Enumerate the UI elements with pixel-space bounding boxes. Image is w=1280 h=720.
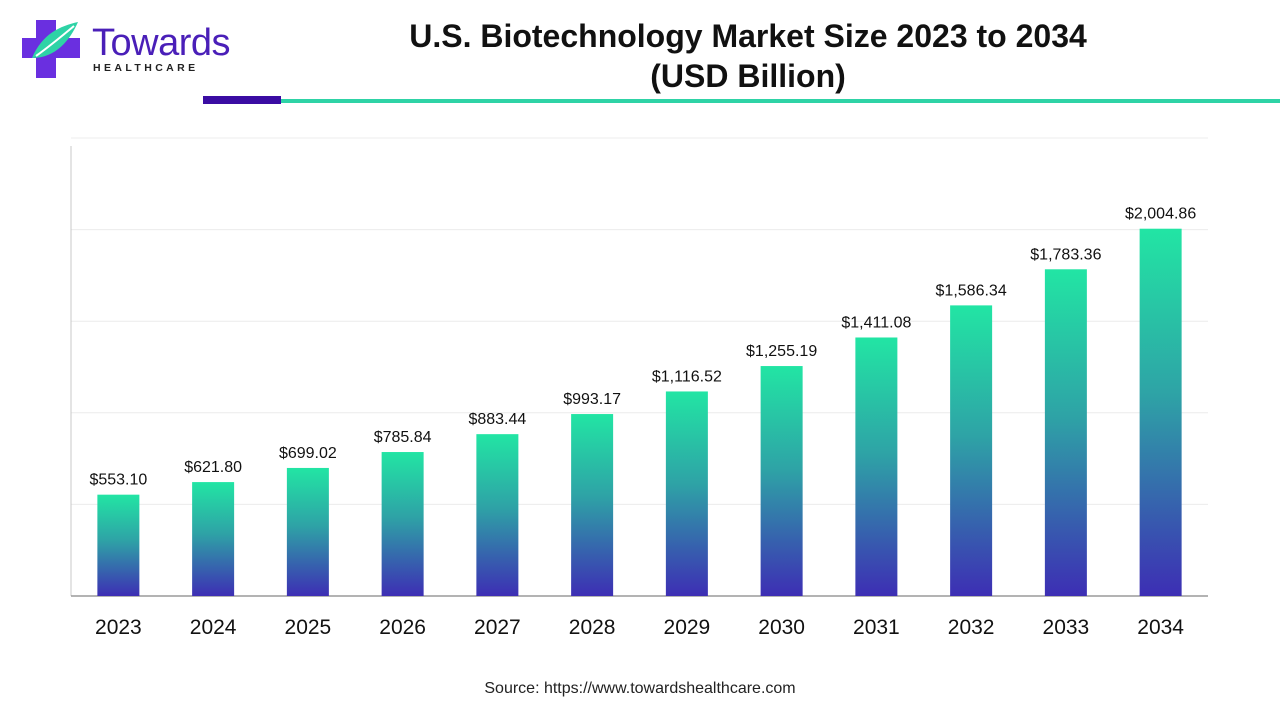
x-tick-label-2025: 2025: [285, 616, 332, 639]
accent-bar-dark: [203, 96, 281, 104]
logo-wordmark: Towards: [92, 22, 231, 64]
accent-bar-light: [281, 99, 1280, 103]
value-label-2032: $1,586.34: [936, 282, 1007, 299]
x-tick-label-2030: 2030: [758, 616, 805, 639]
x-tick-label-2029: 2029: [664, 616, 711, 639]
x-tick-label-2026: 2026: [379, 616, 426, 639]
bar-2025: [286, 467, 329, 596]
logo-cross-icon: [22, 20, 80, 78]
x-tick-label-2024: 2024: [190, 616, 237, 639]
value-label-2027: $883.44: [468, 411, 526, 428]
bar-2023: [97, 494, 140, 596]
bar-2028: [571, 414, 614, 596]
x-tick-label-2023: 2023: [95, 616, 142, 639]
value-label-2033: $1,783.36: [1030, 246, 1101, 263]
bar-2030: [760, 366, 803, 596]
bar-2033: [1044, 269, 1087, 596]
value-labels: $553.10 $621.80 $699.02 $785.84 $883.44 $993.…: [89, 206, 1196, 489]
x-tick-label-2028: 2028: [569, 616, 616, 639]
value-label-2023: $553.10: [89, 472, 147, 489]
value-label-2029: $1,116.52: [652, 368, 722, 385]
x-tick-labels: 2023 2024 2025 2026 2027 2028 2029 2030 2031 2032…: [95, 616, 1184, 639]
bar-2032: [950, 305, 993, 596]
bar-2024: [192, 482, 235, 596]
x-tick-label-2032: 2032: [948, 616, 995, 639]
value-label-2028: $993.17: [563, 391, 621, 408]
value-label-2030: $1,255.19: [746, 343, 817, 360]
bar-2034: [1139, 228, 1182, 596]
logo-subtitle: HEALTHCARE: [93, 62, 199, 74]
value-label-2031: $1,411.08: [841, 314, 911, 331]
x-tick-label-2027: 2027: [474, 616, 521, 639]
chart-title: U.S. Biotechnology Market Size 2023 to 2…: [300, 16, 1196, 96]
x-tick-label-2034: 2034: [1137, 616, 1184, 639]
value-label-2026: $785.84: [374, 429, 432, 446]
x-tick-label-2031: 2031: [853, 616, 900, 639]
x-tick-label-2033: 2033: [1043, 616, 1090, 639]
value-label-2025: $699.02: [279, 445, 337, 462]
towards-healthcare-logo: [22, 20, 80, 78]
source-note: Source: https://www.towardshealthcare.co…: [484, 680, 796, 697]
value-label-2024: $621.80: [184, 459, 242, 476]
bar-chart: $553.10 $621.80 $699.02 $785.84 $883.44 $993.…: [70, 137, 1208, 639]
bar-series: [97, 228, 1182, 596]
bar-2027: [476, 434, 519, 596]
bar-2031: [855, 337, 898, 596]
gridlines: [71, 137, 1208, 505]
chart-title-line-1: U.S. Biotechnology Market Size 2023 to 2…: [409, 18, 1087, 54]
value-label-2034: $2,004.86: [1125, 206, 1196, 223]
bar-2026: [381, 452, 424, 596]
bar-2029: [665, 391, 708, 596]
chart-title-line-2: (USD Billion): [650, 58, 846, 94]
